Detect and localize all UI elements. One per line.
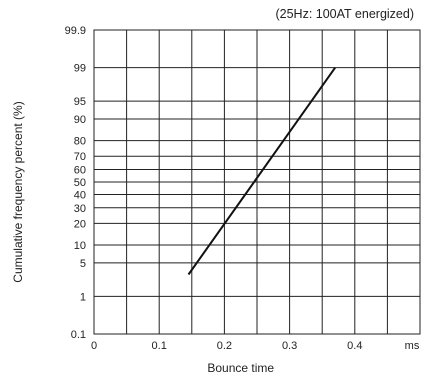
y-axis-title: Cumulative frequency percent (%) bbox=[11, 101, 25, 282]
series-line bbox=[187, 67, 337, 276]
y-tick-label: 90 bbox=[74, 114, 86, 126]
plot-frame bbox=[93, 29, 421, 335]
y-tick-label: 0.1 bbox=[71, 329, 86, 341]
chart-subtitle: (25Hz: 100AT energized) bbox=[275, 7, 414, 21]
y-tick-label: 10 bbox=[74, 240, 86, 252]
x-unit-label: ms bbox=[405, 340, 420, 352]
x-tick-label: 0.3 bbox=[282, 340, 297, 352]
horizontal-gridlines bbox=[94, 29, 420, 335]
x-tick-label: 0.2 bbox=[217, 340, 232, 352]
y-tick-label: 50 bbox=[74, 177, 86, 189]
x-tick-label: 0.1 bbox=[152, 340, 167, 352]
x-tick-label: 0.4 bbox=[347, 340, 362, 352]
x-axis-title: Bounce time bbox=[207, 361, 274, 375]
y-tick-label: 1 bbox=[80, 291, 86, 303]
y-tick-label: 20 bbox=[74, 218, 86, 230]
y-tick-label: 99.9 bbox=[65, 25, 86, 37]
y-tick-label: 70 bbox=[74, 151, 86, 163]
y-tick-label: 5 bbox=[80, 258, 86, 270]
x-tick-label: 0 bbox=[91, 340, 97, 352]
x-tick-labels: 0 0.1 0.2 0.3 0.4 bbox=[91, 340, 363, 352]
y-tick-label: 60 bbox=[74, 165, 86, 177]
y-tick-label: 40 bbox=[74, 189, 86, 201]
y-tick-label: 99 bbox=[74, 63, 86, 75]
y-tick-label: 80 bbox=[74, 136, 86, 148]
y-tick-label: 30 bbox=[74, 203, 86, 215]
y-tick-label: 95 bbox=[74, 96, 86, 108]
series-group bbox=[187, 67, 337, 276]
